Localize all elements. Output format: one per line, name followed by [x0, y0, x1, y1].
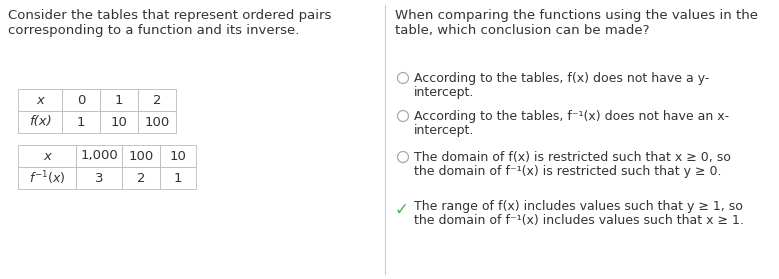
Bar: [138, 89, 176, 111]
Bar: [122, 167, 160, 189]
Text: x: x: [43, 150, 51, 162]
Text: 1: 1: [77, 116, 85, 129]
Text: When comparing the functions using the values in the: When comparing the functions using the v…: [395, 9, 758, 22]
Text: x: x: [36, 93, 44, 107]
Text: 2: 2: [137, 172, 145, 184]
Bar: [160, 145, 196, 167]
Text: According to the tables, f(x) does not have a y-: According to the tables, f(x) does not h…: [414, 72, 710, 85]
Text: 1,000: 1,000: [80, 150, 118, 162]
Bar: [62, 111, 100, 133]
Text: the domain of f⁻¹(x) includes values such that x ≥ 1.: the domain of f⁻¹(x) includes values suc…: [414, 214, 744, 227]
Text: corresponding to a function and its inverse.: corresponding to a function and its inve…: [8, 24, 299, 37]
Text: 10: 10: [170, 150, 186, 162]
Bar: [138, 111, 176, 133]
Text: 0: 0: [77, 93, 85, 107]
Bar: [62, 89, 100, 111]
Text: The range of f(x) includes values such that y ≥ 1, so: The range of f(x) includes values such t…: [414, 200, 743, 213]
Text: table, which conclusion can be made?: table, which conclusion can be made?: [395, 24, 650, 37]
Text: f(x): f(x): [29, 116, 51, 129]
Text: 1: 1: [174, 172, 182, 184]
Bar: [76, 145, 122, 167]
Bar: [76, 167, 122, 189]
Bar: [160, 167, 196, 189]
Text: 100: 100: [144, 116, 170, 129]
Text: The domain of f(x) is restricted such that x ≥ 0, so: The domain of f(x) is restricted such th…: [414, 151, 731, 164]
Text: According to the tables, f⁻¹(x) does not have an x-: According to the tables, f⁻¹(x) does not…: [414, 110, 729, 123]
Text: 3: 3: [95, 172, 104, 184]
Text: intercept.: intercept.: [414, 124, 474, 137]
Bar: [122, 145, 160, 167]
Bar: [100, 111, 138, 133]
Bar: [18, 145, 76, 167]
Text: 1: 1: [115, 93, 123, 107]
Text: $f^{-1}(x)$: $f^{-1}(x)$: [29, 169, 65, 187]
Text: 100: 100: [129, 150, 153, 162]
Text: 10: 10: [111, 116, 128, 129]
Bar: [18, 167, 76, 189]
Text: 2: 2: [153, 93, 161, 107]
Text: ✓: ✓: [395, 201, 409, 219]
Bar: [18, 111, 62, 133]
Bar: [100, 89, 138, 111]
Bar: [18, 89, 62, 111]
Text: intercept.: intercept.: [414, 86, 474, 99]
Text: Consider the tables that represent ordered pairs: Consider the tables that represent order…: [8, 9, 331, 22]
Text: the domain of f⁻¹(x) is restricted such that y ≥ 0.: the domain of f⁻¹(x) is restricted such …: [414, 165, 721, 178]
